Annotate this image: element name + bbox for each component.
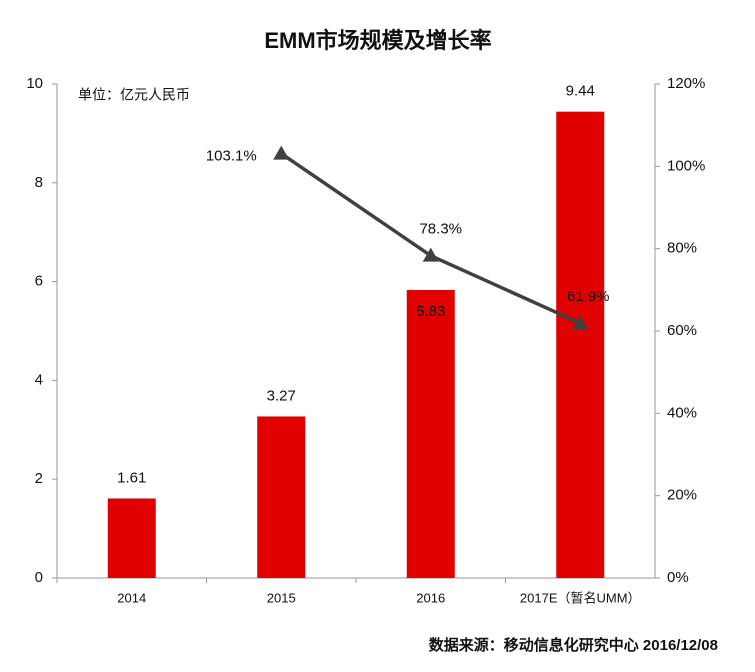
- bar-value-label: 5.83: [416, 303, 445, 320]
- line-marker: [422, 247, 439, 262]
- x-tick-label: 2014: [117, 590, 146, 605]
- y2-tick-label: 20%: [667, 487, 697, 504]
- source-note: 数据来源：移动信息化研究中心 2016/12/08: [429, 636, 718, 654]
- line-value-label: 61.9%: [567, 288, 610, 305]
- y2-tick-label: 100%: [667, 157, 705, 174]
- bar: [556, 111, 605, 578]
- line-marker: [572, 315, 589, 330]
- y2-tick-label: 40%: [667, 404, 697, 421]
- unit-label: 单位：亿元人民币: [78, 87, 190, 103]
- y-tick-label: 0: [35, 569, 43, 586]
- bar-value-label: 1.61: [117, 469, 146, 486]
- line-value-label: 103.1%: [206, 148, 257, 165]
- bar: [107, 498, 156, 578]
- x-tick-label: 2015: [267, 590, 296, 605]
- y2-tick-label: 60%: [667, 322, 697, 339]
- line-marker: [273, 145, 290, 160]
- bar-value-label: 3.27: [267, 387, 296, 404]
- chart-title: EMM市场规模及增长率: [264, 28, 491, 53]
- y-tick-label: 2: [35, 470, 43, 487]
- bar-value-label: 9.44: [566, 83, 595, 100]
- x-tick-label: 2016: [416, 590, 445, 605]
- y-tick-label: 8: [35, 174, 43, 191]
- y-tick-label: 10: [26, 75, 43, 92]
- y2-tick-label: 0%: [667, 569, 689, 586]
- y-tick-label: 4: [35, 371, 43, 388]
- y2-tick-label: 120%: [667, 75, 705, 92]
- y2-tick-label: 80%: [667, 240, 697, 257]
- x-tick-label: 2017E（暂名UMM）: [520, 590, 641, 605]
- bar: [257, 416, 306, 578]
- line-value-label: 78.3%: [419, 221, 462, 238]
- bar: [406, 289, 455, 578]
- y-tick-label: 6: [35, 273, 43, 290]
